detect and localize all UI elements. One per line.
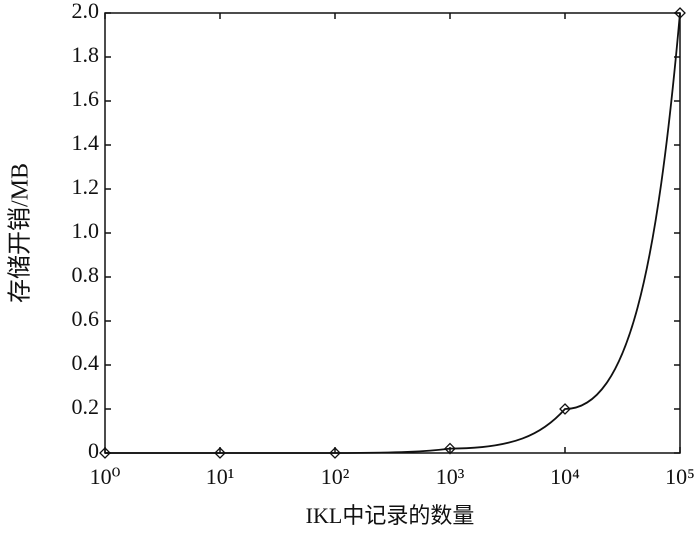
x-axis-label: IKL中记录的数量 <box>306 503 475 528</box>
marker <box>444 442 456 455</box>
marker <box>214 447 226 459</box>
marker <box>329 447 341 459</box>
y-tick-label: 1.2 <box>72 174 100 199</box>
data-line <box>105 12 681 454</box>
x-tick-label: 10¹ <box>206 464 235 489</box>
y-tick-label: 2.0 <box>72 0 100 23</box>
x-tick-label: 10⁵ <box>665 464 695 489</box>
y-tick-label: 1.4 <box>72 130 100 155</box>
y-tick-label: 0.2 <box>72 394 100 419</box>
y-tick-label: 0.6 <box>72 306 100 331</box>
y-tick-label: 1.6 <box>72 86 100 111</box>
y-tick-label: 0.4 <box>72 350 100 375</box>
y-tick-label: 0.8 <box>72 262 100 287</box>
x-tick-label: 10⁴ <box>550 464 580 489</box>
y-tick-label: 0 <box>88 438 99 463</box>
y-tick-label: 1.0 <box>72 218 100 243</box>
y-axis-label: 存储开销/MB <box>7 163 34 303</box>
x-tick-label: 10⁰ <box>90 464 121 489</box>
plot-frame <box>104 12 681 454</box>
x-tick-label: 10³ <box>436 464 465 489</box>
y-tick-label: 1.8 <box>72 42 100 67</box>
marker <box>674 7 686 19</box>
x-tick-label: 10² <box>321 464 350 489</box>
marker <box>559 403 571 415</box>
marker <box>99 447 111 459</box>
